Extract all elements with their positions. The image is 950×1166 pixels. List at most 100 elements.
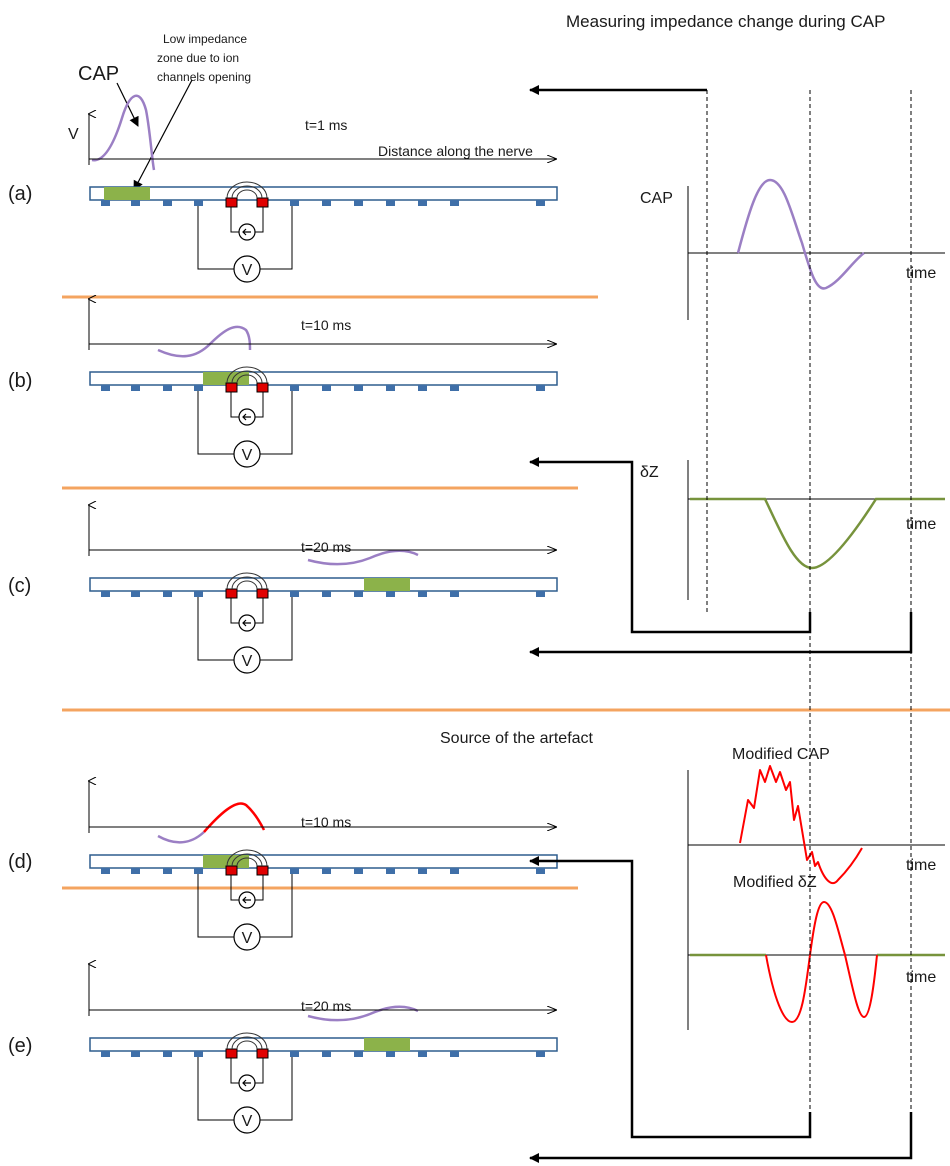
modified-cap-title: Modified CAP xyxy=(732,746,830,763)
contact-left-b xyxy=(225,382,238,393)
time-label-b: t=10 ms xyxy=(301,317,351,333)
modified-dz-title: Modified δZ xyxy=(733,874,817,891)
nerve-assembly-c: V xyxy=(89,505,558,674)
timing-guides xyxy=(706,90,912,1112)
contact-right-a xyxy=(256,197,269,208)
voltmeter-label-e: V xyxy=(242,1113,253,1130)
nerve-bar-e xyxy=(89,1037,558,1052)
electrode-pad-a xyxy=(386,200,395,206)
voltmeter-d xyxy=(233,923,261,951)
modified-cap-plot: Modified CAP time xyxy=(687,746,945,900)
electrode-pad-a xyxy=(322,200,331,206)
panel-label-c: (c) xyxy=(8,575,31,597)
field-arc-c xyxy=(226,572,268,590)
dz-plot-xlabel: time xyxy=(906,516,936,533)
nerve-bar-c xyxy=(89,577,558,592)
dz-trace xyxy=(690,497,945,570)
electrode-pad-b xyxy=(450,385,459,391)
impedance-zone-a xyxy=(104,187,150,200)
electrode-pad-a xyxy=(536,200,545,206)
electrode-pad-c xyxy=(194,591,203,597)
electrode-pad-b xyxy=(290,385,299,391)
electrode-pad-e xyxy=(354,1051,363,1057)
contact-left-a xyxy=(225,197,238,208)
contact-right-c xyxy=(256,588,269,599)
nerve-assembly-e: V xyxy=(89,964,558,1134)
arrow-to-panel-e xyxy=(529,1112,913,1163)
electrode-pad-d xyxy=(194,868,203,874)
field-arc-a xyxy=(226,181,268,199)
electrode-pad-b xyxy=(101,385,110,391)
electrode-pad-c xyxy=(163,591,172,597)
electrode-pad-e xyxy=(101,1051,110,1057)
source-arrow-e xyxy=(242,1079,251,1087)
voltmeter-label-d: V xyxy=(242,930,253,947)
dz-plot: δZ time xyxy=(640,460,945,600)
field-arc-b xyxy=(236,374,258,384)
source-arrow-d xyxy=(242,896,251,904)
contact-left-e xyxy=(225,1048,238,1059)
contact-right-e xyxy=(256,1048,269,1059)
electrode-pad-c xyxy=(131,591,140,597)
electrode-pad-e xyxy=(194,1051,203,1057)
electrode-pad-d xyxy=(536,868,545,874)
cap-spatial-d xyxy=(157,831,205,844)
electrode-pad-a xyxy=(194,200,203,206)
nerve-bar-a xyxy=(89,186,558,201)
field-arc-d xyxy=(236,857,258,867)
modified-dz-trace xyxy=(765,900,878,1024)
electrode-pad-d xyxy=(290,868,299,874)
contact-left-d xyxy=(225,865,238,876)
field-arc-d xyxy=(231,853,263,867)
electrode-pad-d xyxy=(131,868,140,874)
electrode-pad-a xyxy=(418,200,427,206)
electrode-pad-b xyxy=(418,385,427,391)
electrode-pad-c xyxy=(450,591,459,597)
electrode-pad-b xyxy=(536,385,545,391)
voltmeter-e xyxy=(233,1106,261,1134)
nerve-assembly-a: V xyxy=(89,114,558,283)
electrode-pad-c xyxy=(290,591,299,597)
low-impedance-line3: channels opening xyxy=(157,70,251,84)
electrode-pad-e xyxy=(418,1051,427,1057)
cap-spatial-a xyxy=(91,94,156,171)
electrode-pad-a xyxy=(354,200,363,206)
nerve-assemblies: V V V V V xyxy=(89,114,558,1134)
impedance-zone-c xyxy=(364,578,410,591)
field-arc-b xyxy=(226,366,268,384)
cap-spatial-b xyxy=(157,325,252,358)
cap-spatial-e xyxy=(307,1005,419,1022)
electrode-pad-d xyxy=(354,868,363,874)
dz-plot-ylabel: δZ xyxy=(640,464,659,481)
electrode-pad-b xyxy=(322,385,331,391)
electrode-pad-a xyxy=(163,200,172,206)
field-arc-b xyxy=(231,370,263,384)
electrode-pad-a xyxy=(450,200,459,206)
timing-arrows xyxy=(529,85,913,1163)
voltmeter-label-a: V xyxy=(242,262,253,279)
electrode-pad-c xyxy=(536,591,545,597)
cap-plot: CAP time xyxy=(640,178,945,320)
source-arrow-b xyxy=(242,413,251,421)
zone-pointer-arrow xyxy=(133,79,193,191)
electrode-pad-d xyxy=(322,868,331,874)
electrode-pad-e xyxy=(386,1051,395,1057)
field-arc-c xyxy=(231,576,263,590)
panel-label-a: (a) xyxy=(8,183,32,205)
field-arc-a xyxy=(231,185,263,199)
arrow-to-panel-c xyxy=(529,612,913,657)
field-arc-d xyxy=(226,849,268,867)
time-label-d: t=10 ms xyxy=(301,814,351,830)
panel-separators xyxy=(62,295,950,890)
electrode-pad-c xyxy=(354,591,363,597)
panel-label-b: (b) xyxy=(8,370,32,392)
figure-title: Measuring impedance change during CAP xyxy=(566,12,885,31)
electrode-pad-b xyxy=(354,385,363,391)
electrode-pad-b xyxy=(163,385,172,391)
modified-cap-trace xyxy=(739,765,863,885)
contact-right-b xyxy=(256,382,269,393)
voltage-axis-label: V xyxy=(68,126,79,143)
nerve-assembly-d: V xyxy=(89,781,558,951)
panel-label-d: (d) xyxy=(8,851,32,873)
